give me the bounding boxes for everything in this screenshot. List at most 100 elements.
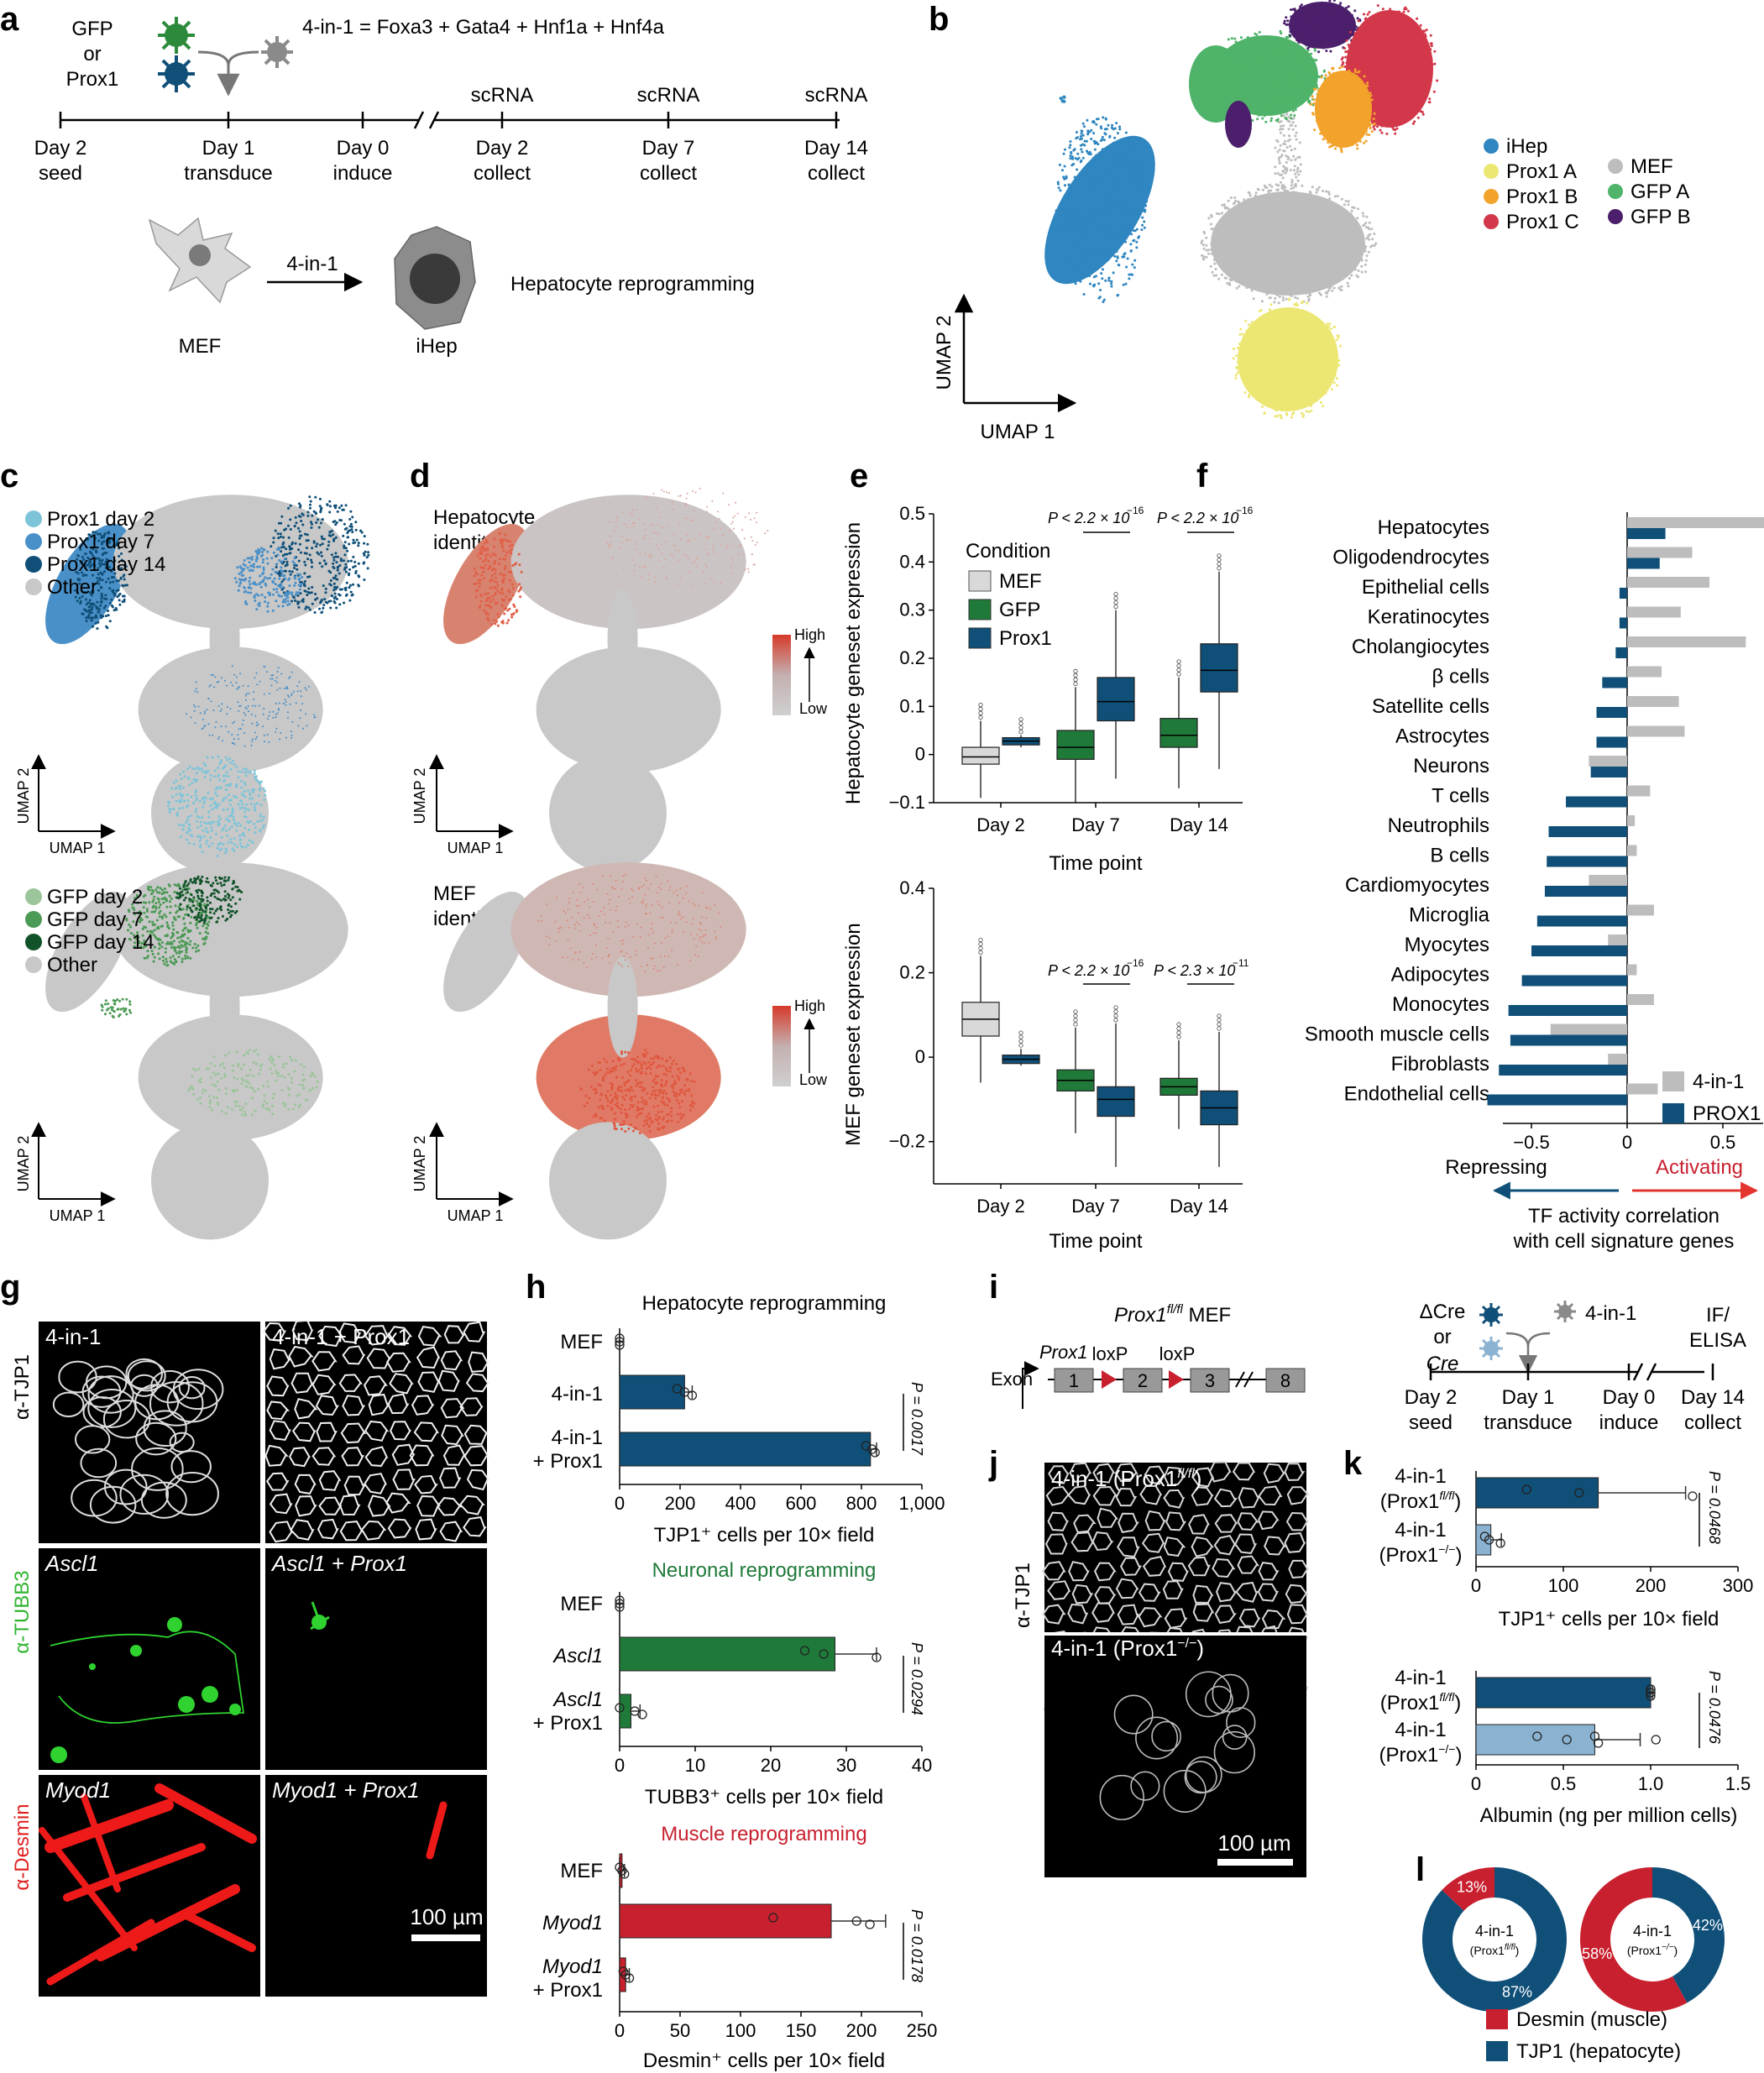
h-row-label: MEF (560, 1860, 603, 1882)
timeline-day: Day 2 (34, 137, 87, 160)
bar-4in1 (1589, 875, 1627, 886)
cluster-gfp-a (1189, 45, 1243, 123)
outlier (978, 941, 983, 947)
box-gfp (1056, 730, 1095, 761)
l-legend-tjp1: TJP1 (hepatocyte) (1516, 2040, 1681, 2063)
e-top-pvalues: P < 2.2 × 10 −16 P < 2.2 × 10 −16 (1048, 505, 1254, 533)
legend-label: Prox1 A (1506, 160, 1577, 183)
g-row-label-desmin: α-Desmin (11, 1803, 34, 1890)
x-tick-label: 40 (912, 1755, 932, 1776)
data-point (1495, 1538, 1505, 1548)
e-bottom-y-label: MEF geneset expression (842, 923, 865, 1145)
micrograph-4in1 (39, 1322, 260, 1543)
micrograph-null (1044, 1632, 1306, 1877)
legend-dot (25, 888, 42, 905)
data-point (1484, 1535, 1494, 1545)
bar-4in1 (1627, 994, 1654, 1005)
h-mus-title: Muscle reprogramming (661, 1823, 866, 1845)
e-top-y-label: Hepatocyte geneset expression (842, 522, 865, 804)
k-row-label: (Prox1fl/fl) (1380, 1489, 1462, 1513)
neuron-processes (50, 1631, 245, 1724)
timeline-day: Day 7 (642, 137, 695, 160)
outlier (978, 950, 983, 955)
data-point (615, 1595, 625, 1605)
legend-swatch-prox1 (1662, 1103, 1684, 1123)
h-neu-bars: 0 10 20 30 40 (615, 1592, 932, 1776)
x-tick-label: 800 (846, 1493, 877, 1514)
category-label: B cells (1430, 845, 1489, 867)
k-row-labels: 4-in-1 (Prox1fl/fl) 4-in-1 (Prox1−/−) 4-… (1379, 1465, 1463, 1767)
p-value-exp: −16 (1236, 505, 1254, 516)
exon-number: 1 (1069, 1370, 1079, 1391)
h-row-label: MEF (560, 1593, 603, 1615)
data-point (679, 1387, 690, 1397)
heat-scale-top: High Low (772, 626, 828, 717)
data-point (1562, 1735, 1572, 1745)
legend-label: GFP A (1631, 181, 1689, 203)
x-tick-label: 200 (1636, 1575, 1667, 1596)
myotube (39, 1827, 138, 1951)
points (270, 495, 370, 615)
x-tick-label: 0.5 (1551, 1773, 1577, 1794)
f-x-label: with cell signature genes (1513, 1230, 1735, 1253)
x-tick-label: 1.0 (1638, 1773, 1664, 1794)
timeline-day: Day 1 (202, 137, 255, 160)
h-neu-x-label: TUBB3⁺ cells per 10× field (645, 1786, 883, 1809)
legend-swatch-gfp (968, 599, 992, 620)
k-row-label: (Prox1−/−) (1379, 1542, 1463, 1567)
points (73, 531, 128, 631)
cell-borders (262, 1319, 490, 1543)
bar-4in1 (1627, 964, 1637, 976)
outlier (1176, 663, 1181, 668)
legend-dot (1484, 164, 1499, 179)
outlier (1113, 596, 1118, 601)
outlier (978, 710, 983, 716)
bar (1475, 1524, 1492, 1556)
points (1283, 0, 1362, 54)
outlier (978, 937, 983, 943)
category-label: Keratinocytes (1368, 606, 1489, 629)
umap-d-y-label: UMAP 2 (411, 1136, 428, 1192)
outlier (1217, 1026, 1222, 1031)
outlier (1073, 1013, 1078, 1018)
cluster-stem (209, 589, 240, 690)
cluster-ihep-points (1059, 95, 1066, 103)
outlier (1018, 1034, 1023, 1039)
data-point (672, 1384, 683, 1394)
x-tick-label: Day 14 (1170, 1196, 1228, 1217)
cluster-bottom (549, 1122, 667, 1240)
g-micrographs (39, 1319, 490, 1997)
timeline-day: Day 14 (804, 137, 868, 160)
points (1053, 116, 1149, 303)
x-tick-label: 0 (615, 2020, 625, 2041)
myotube (81, 1793, 121, 1892)
h-hep-p: P = 0.0017 (908, 1382, 925, 1456)
panel-letter-j: j (988, 1445, 998, 1482)
exon-box (1265, 1368, 1306, 1393)
umap-b-axes: UMAP 2 UMAP 1 (933, 293, 1077, 443)
bar-4in1 (1627, 815, 1636, 826)
h-row-label: 4-in-1 (552, 1426, 603, 1449)
outlier (1176, 672, 1181, 677)
scale-bar (411, 1934, 480, 1941)
bar-4in1 (1627, 666, 1662, 678)
hepatocyte-identity-title: Hepatocyte (433, 506, 535, 529)
e-legend-gfp: GFP (999, 599, 1040, 621)
h-neu-title: Neuronal reprogramming (652, 1559, 877, 1582)
box-prox1 (1200, 643, 1238, 693)
x-tick-label: 400 (725, 1493, 756, 1514)
panel-letter-k: k (1343, 1445, 1363, 1482)
x-tick-label: 200 (846, 2020, 877, 2041)
donut-chart: 58% 42% 4-in-1 (Prox1−/−) (1580, 1867, 1725, 2012)
legend-dot (25, 510, 42, 527)
bar-4in1 (1627, 547, 1693, 558)
p-value-exp: −11 (1233, 957, 1249, 969)
legend-label: Other (47, 576, 97, 599)
panel-l: 13% 87% 4-in-1 (Prox1fl/fl) 58% 42% 4-in-1 (Pro… (1422, 1867, 1725, 2063)
scrna-label: scRNA (471, 84, 534, 107)
e-legend-prox1: Prox1 (999, 627, 1052, 650)
cell-borders (1099, 1671, 1256, 1820)
x-tick-label: 1,000 (898, 1493, 945, 1514)
